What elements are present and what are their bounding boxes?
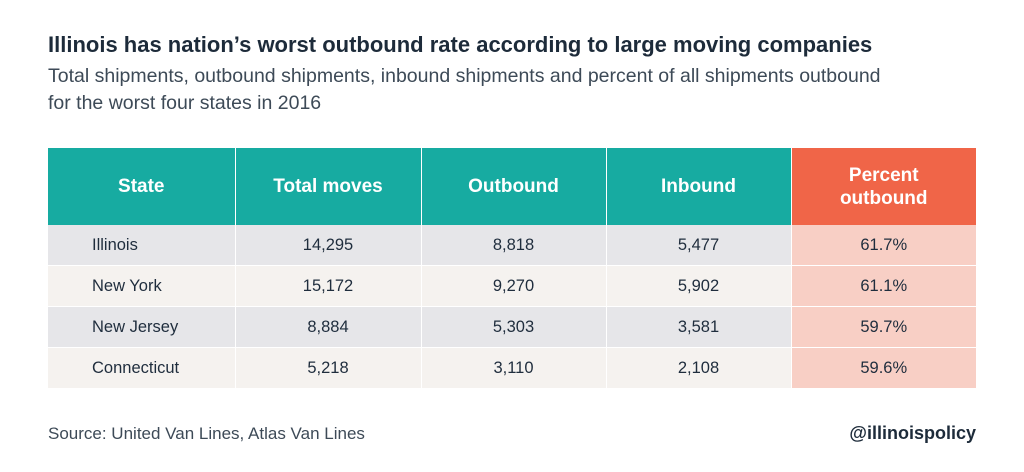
cell-total-moves: 8,884 <box>235 306 422 348</box>
cell-outbound: 8,818 <box>421 225 607 266</box>
cell-state: New Jersey <box>48 306 236 348</box>
chart-title: Illinois has nation’s worst outbound rat… <box>48 32 873 57</box>
column-header-inbound: Inbound <box>606 148 792 225</box>
cell-inbound: 3,581 <box>606 306 792 348</box>
cell-inbound: 5,477 <box>606 225 792 266</box>
column-header-percent-outbound-label: Percent outbound <box>839 164 928 209</box>
cell-percent-outbound: 59.7% <box>791 306 976 348</box>
table-row: Connecticut 5,218 3,110 2,108 59.6% <box>48 347 976 389</box>
cell-inbound: 5,902 <box>606 265 792 307</box>
cell-outbound: 9,270 <box>421 265 607 307</box>
cell-total-moves: 5,218 <box>235 347 422 389</box>
column-header-total-moves: Total moves <box>235 148 422 225</box>
column-header-state: State <box>48 148 236 225</box>
cell-outbound: 3,110 <box>421 347 607 389</box>
cell-percent-outbound: 59.6% <box>791 347 976 389</box>
cell-total-moves: 14,295 <box>235 225 422 266</box>
column-header-outbound: Outbound <box>421 148 607 225</box>
brand-handle: @illinoispolicy <box>849 423 976 443</box>
cell-percent-outbound: 61.7% <box>791 225 976 266</box>
cell-outbound: 5,303 <box>421 306 607 348</box>
cell-state: Connecticut <box>48 347 236 389</box>
cell-inbound: 2,108 <box>606 347 792 389</box>
table-row: New Jersey 8,884 5,303 3,581 59.7% <box>48 306 976 348</box>
header-row: State Total moves Outbound Inbound Perce… <box>48 148 976 225</box>
source-note: Source: United Van Lines, Atlas Van Line… <box>48 424 365 443</box>
cell-state: New York <box>48 265 236 307</box>
column-header-percent-outbound: Percent outbound <box>791 148 976 225</box>
table-row: New York 15,172 9,270 5,902 61.1% <box>48 265 976 307</box>
cell-total-moves: 15,172 <box>235 265 422 307</box>
cell-percent-outbound: 61.1% <box>791 265 976 307</box>
table-row: Illinois 14,295 8,818 5,477 61.7% <box>48 225 976 266</box>
data-table: State Total moves Outbound Inbound Perce… <box>48 148 976 389</box>
chart-subtitle: Total shipments, outbound shipments, inb… <box>48 65 881 114</box>
cell-state: Illinois <box>48 225 236 266</box>
